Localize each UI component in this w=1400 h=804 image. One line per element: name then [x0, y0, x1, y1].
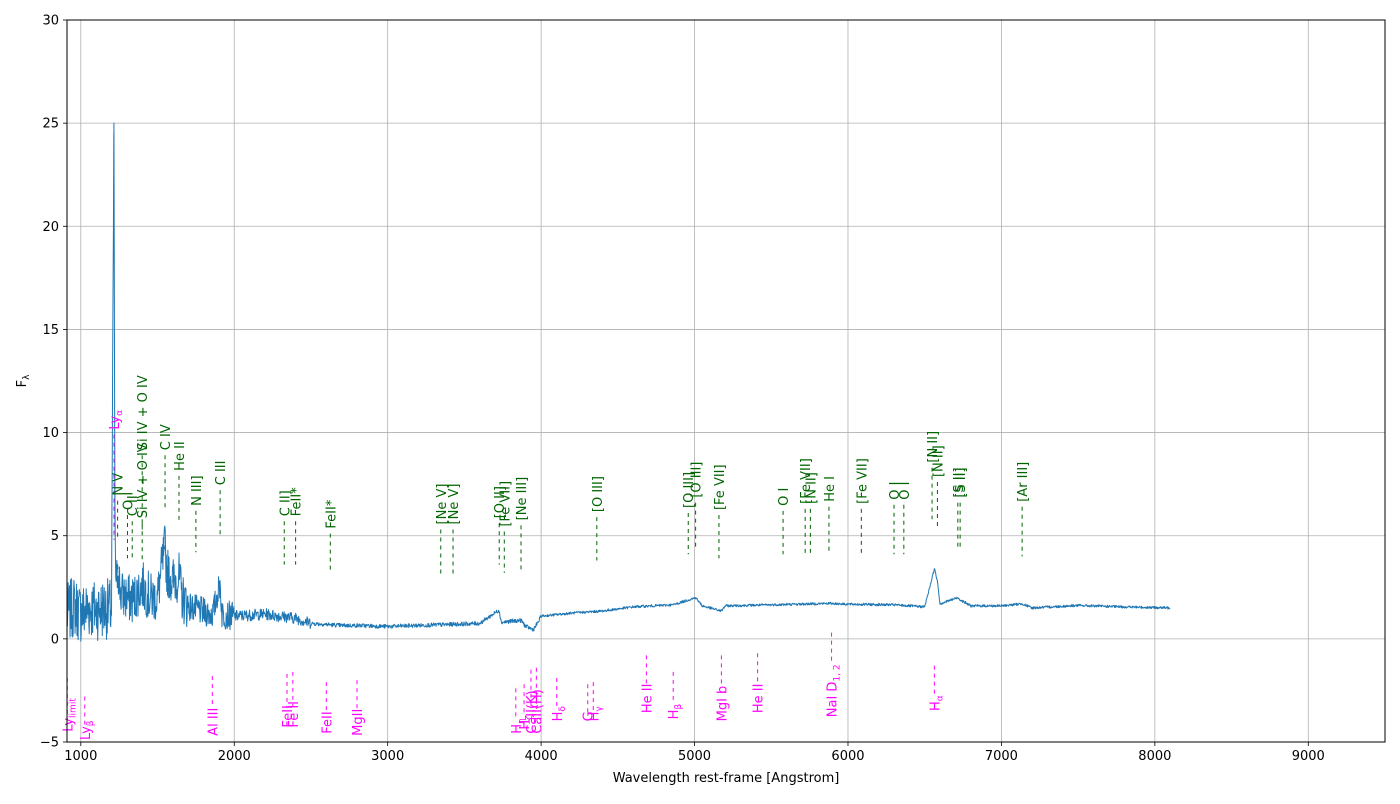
- x-axis-label: Wavelength rest-frame [Angstrom]: [613, 771, 840, 786]
- y-tick-label: 5: [51, 529, 59, 544]
- absorption-line-label: MgII: [351, 709, 366, 736]
- emission-line-label: O I: [898, 482, 913, 500]
- absorption-line-label: Hβ: [667, 704, 684, 720]
- emission-line-label: He II: [173, 441, 188, 471]
- emission-line-label: C II]: [278, 490, 293, 516]
- emission-line-label: [Ne III]: [515, 477, 530, 521]
- emission-line-label: [O III]: [690, 462, 705, 498]
- spectrum-line: [66, 122, 1171, 642]
- absorption-line-label: MgI b: [715, 686, 730, 722]
- absorption-line-label: G: [582, 711, 597, 721]
- emission-line-label: C III: [214, 461, 229, 486]
- emission-line-label: [O III]: [682, 472, 697, 508]
- x-tick-label: 4000: [525, 749, 558, 764]
- y-tick-label: −5: [40, 736, 59, 751]
- absorption-line-label: Hα: [928, 695, 945, 711]
- plot-frame: [66, 19, 1386, 743]
- emission-line-label: [Ne V]: [447, 484, 462, 525]
- y-tick-label: 15: [42, 323, 59, 338]
- absorption-line-label: He II: [640, 684, 655, 714]
- emission-line-label: FeII*: [290, 487, 305, 516]
- y-axis-label-subscript: λ: [22, 374, 32, 380]
- emission-line-label: [S II]: [952, 467, 967, 497]
- emission-line-label: [Fe VII]: [713, 464, 728, 510]
- absorption-line-label: Lylimit: [61, 698, 78, 732]
- x-tick-label: 2000: [218, 749, 251, 764]
- emission-line-label: [Fe VII]: [855, 458, 870, 504]
- x-tick-label: 3000: [371, 749, 404, 764]
- emission-line-label: Si IV + O IV: [136, 375, 151, 450]
- emission-line-label: N V: [112, 473, 127, 496]
- emission-line-label: [N II]: [804, 472, 819, 504]
- y-tick-label: 20: [42, 220, 59, 235]
- absorption-line-label: FeII: [281, 705, 296, 727]
- emission-line-label: [Fe VII]: [799, 458, 814, 504]
- emission-line-label: Lyα: [108, 410, 125, 430]
- emission-line-label: FeII*: [324, 499, 339, 528]
- y-tick-label: 0: [51, 632, 59, 647]
- emission-line-label: [Ne V]: [435, 484, 450, 525]
- y-tick-label: 30: [42, 14, 59, 29]
- x-tick-label: 5000: [678, 749, 711, 764]
- spectrum-series: [66, 122, 1171, 642]
- emission-line-label: N III]: [190, 475, 205, 505]
- emission-line-label: [N II]: [926, 431, 941, 463]
- emission-line-label: C IV: [159, 424, 174, 450]
- x-tick-label: 6000: [831, 749, 864, 764]
- absorption-line-label: Hζ: [518, 715, 535, 730]
- absorption-line-label: FeII: [320, 711, 335, 733]
- emission-line-label: [O III]: [591, 476, 606, 512]
- absorption-line-label: CaII(H): [530, 689, 545, 734]
- emission-line-label: [S II]: [954, 467, 969, 497]
- absorption-line-label: Lyβ: [79, 720, 96, 740]
- x-tick-label: 1000: [64, 749, 97, 764]
- emission-line-label: [Ar III]: [1016, 462, 1031, 502]
- grid: [67, 19, 1385, 743]
- emission-line-label: [O II]: [493, 486, 508, 518]
- y-axis-label-main: F: [15, 380, 30, 387]
- emission-line-label: Si IV + O IV: [136, 443, 151, 518]
- absorption-line-label: Hγ: [587, 706, 604, 722]
- absorption-line-label: Al III: [206, 708, 221, 736]
- emission-line-label: He I: [823, 476, 838, 502]
- absorption-line-label: Fe II: [287, 701, 302, 728]
- y-tick-label: 25: [42, 117, 59, 132]
- x-tick-label: 7000: [985, 749, 1018, 764]
- x-tick-label: 9000: [1292, 749, 1325, 764]
- x-tick-label: 8000: [1138, 749, 1171, 764]
- emission-line-label: O I: [777, 488, 792, 506]
- axis-ticks: 1000 2000 3000 4000 5000 6000 7000 8000 9000 −5 0 5…: [40, 14, 1325, 765]
- y-axis-label: Fλ: [15, 374, 32, 387]
- emission-line-label: O I: [888, 482, 903, 500]
- y-tick-label: 10: [42, 426, 59, 441]
- absorption-line-label: NaI D1, 2: [826, 664, 843, 717]
- emission-line-label: [Fe VII]: [498, 481, 513, 527]
- absorption-line-label: Hδ: [551, 706, 568, 722]
- absorption-line-label: He II: [752, 684, 767, 714]
- absorption-line-label: Hη: [510, 718, 527, 734]
- emission-line-label: [N II]: [931, 445, 946, 477]
- emission-line-label: O I: [121, 492, 136, 510]
- emission-line-label: C II: [126, 495, 141, 516]
